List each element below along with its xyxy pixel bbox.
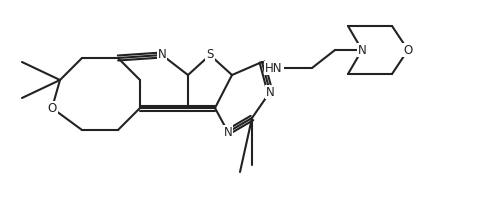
Text: HN: HN (265, 61, 283, 75)
Text: N: N (265, 85, 274, 99)
Text: O: O (403, 43, 413, 57)
Text: S: S (206, 48, 214, 61)
Text: N: N (224, 125, 233, 139)
Text: O: O (47, 101, 57, 115)
Text: N: N (358, 43, 367, 57)
Text: N: N (158, 48, 166, 61)
